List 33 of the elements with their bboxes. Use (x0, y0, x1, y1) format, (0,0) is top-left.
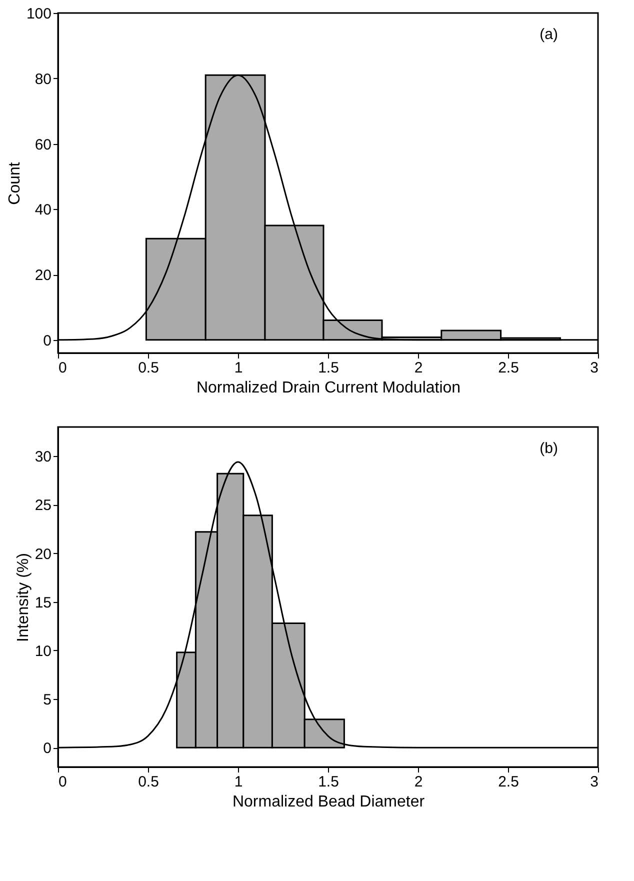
x-tick-label: 0.5 (138, 774, 159, 790)
x-tick-label: 2 (414, 774, 423, 790)
y-axis-title: Count (6, 162, 24, 205)
y-tick-label: 20 (34, 546, 52, 563)
x-tick-label: 2 (414, 360, 423, 376)
y-tick-label: 25 (34, 497, 52, 514)
x-tick-label: 2.5 (498, 360, 519, 376)
x-tick-label: 1 (234, 360, 243, 376)
x-tick-label: 3 (590, 774, 598, 790)
x-tick-label: 0.5 (138, 360, 159, 376)
x-tick-label: 3 (590, 360, 598, 376)
y-tick-label: 5 (43, 692, 52, 708)
x-tick-label: 1.5 (318, 360, 339, 376)
x-axis-title: Normalized Drain Current Modulation (196, 380, 461, 396)
x-axis-title: Normalized Bead Diameter (232, 794, 426, 810)
y-tick-label: 100 (26, 6, 52, 22)
y-tick-label: 20 (34, 267, 52, 284)
x-tick-label: 0 (58, 774, 67, 790)
x-tick-label: 0 (58, 360, 67, 376)
y-tick-label: 0 (43, 740, 52, 758)
y-axis-title: Intensity (%) (14, 553, 32, 642)
x-tick-label: 1.5 (318, 774, 339, 790)
annotation: (b) (540, 440, 558, 457)
y-tick-label: 40 (34, 202, 52, 219)
y-tick-label: 60 (34, 136, 52, 154)
y-tick-label: 30 (34, 448, 52, 466)
y-tick-label: 15 (34, 594, 52, 612)
y-tick-label: 0 (43, 332, 52, 350)
x-tick-label: 2.5 (498, 774, 519, 790)
annotation: (a) (540, 26, 558, 43)
x-tick-label: 1 (234, 774, 243, 790)
y-tick-label: 10 (34, 642, 52, 660)
y-tick-label: 80 (34, 70, 52, 88)
